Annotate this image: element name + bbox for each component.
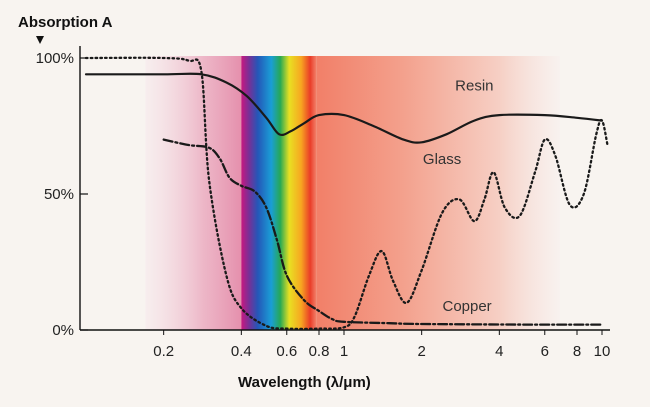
x-axis-label: Wavelength (λ/μm) xyxy=(238,374,371,391)
y-tick-label: 50% xyxy=(44,186,74,203)
x-tick-label: 0.8 xyxy=(309,343,330,360)
x-tick-label: 2 xyxy=(417,343,425,360)
series-labels: Resin Glass Copper xyxy=(423,78,494,315)
x-tick-label: 8 xyxy=(573,343,581,360)
x-tick-label: 0.2 xyxy=(153,343,174,360)
x-tick-label: 10 xyxy=(594,343,611,360)
x-tick-label: 6 xyxy=(541,343,549,360)
x-tick-label: 1 xyxy=(340,343,348,360)
x-tick-label: 0.6 xyxy=(276,343,297,360)
axes: 0% 50% 100% 0.2 0.4 0.6 0.8 1 2 4 6 8 10 xyxy=(36,46,611,360)
y-axis-arrow-icon xyxy=(36,36,44,44)
series-line-copper xyxy=(162,138,604,326)
x-tick-label: 0.4 xyxy=(231,343,252,360)
series-line-resin xyxy=(84,72,604,144)
band-infrared xyxy=(316,56,560,330)
y-tick-label: 100% xyxy=(36,50,74,67)
series-line-glass xyxy=(84,56,609,331)
series-label-resin: Resin xyxy=(455,78,493,95)
data-series xyxy=(84,56,609,331)
y-tick-label: 0% xyxy=(52,322,74,339)
spectrum-bands xyxy=(145,56,560,330)
x-tick-label: 4 xyxy=(495,343,503,360)
band-ultraviolet xyxy=(145,56,242,330)
series-label-glass: Glass xyxy=(423,151,461,168)
series-label-copper: Copper xyxy=(442,298,491,315)
y-axis-label: Absorption A xyxy=(18,14,113,31)
band-visible-spectrum xyxy=(241,56,317,330)
